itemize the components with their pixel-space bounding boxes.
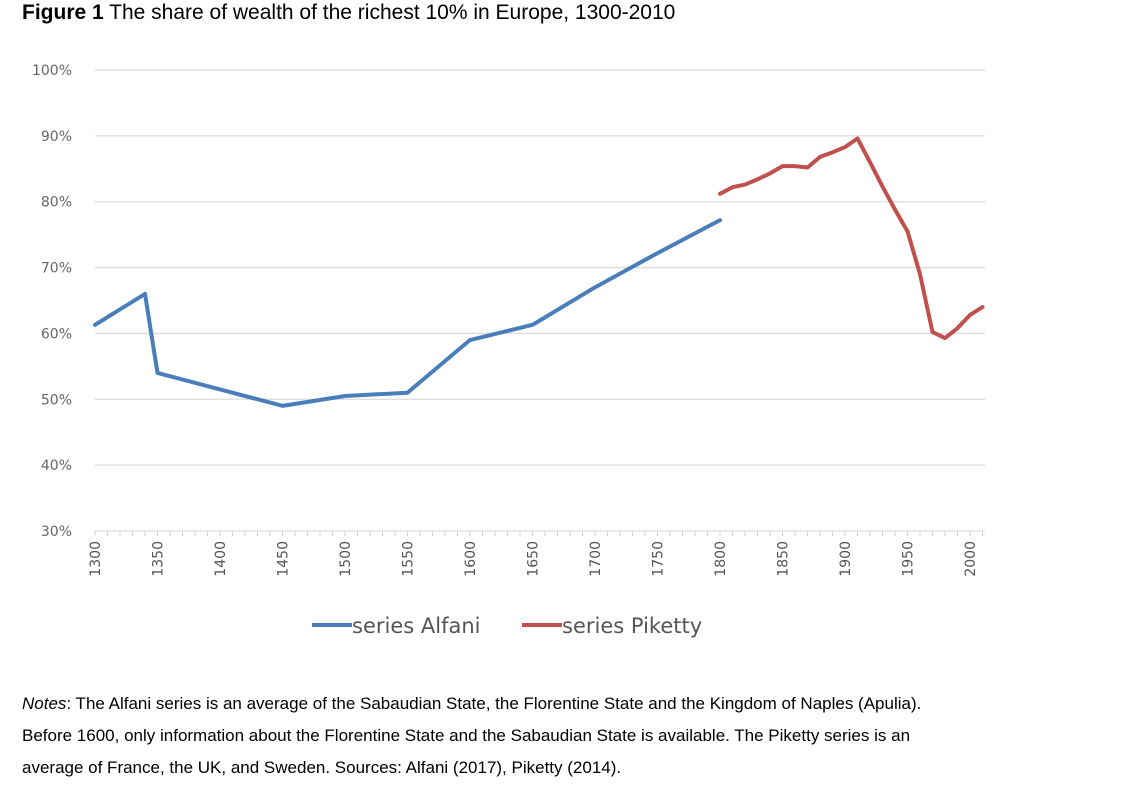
x-tick-label: 1550 [401, 541, 417, 577]
legend-label: series Piketty [562, 614, 702, 638]
legend-label: series Alfani [352, 614, 480, 638]
series-line-alfani [93, 218, 722, 408]
x-tick-label: 1500 [338, 541, 354, 577]
y-tick-label: 90% [41, 129, 72, 145]
y-tick-label: 70% [41, 261, 72, 277]
series-line-piketty [718, 136, 985, 341]
x-tick-label: 1700 [588, 541, 604, 577]
figure-title: Figure 1 The share of wealth of the rich… [22, 1, 675, 25]
y-tick-label: 80% [41, 195, 72, 211]
figure-title-text: The share of wealth of the richest 10% i… [109, 1, 676, 24]
x-tick-label: 1650 [526, 541, 542, 577]
line-chart: 30% 40% 50% 60% 70% 80% 90% 100% 1300 1350 1400 145… [32, 63, 985, 638]
y-tick-label: 40% [41, 458, 72, 474]
x-tick-label: 1450 [276, 541, 292, 577]
x-tick-label: 1800 [713, 541, 729, 577]
x-tick-label: 1950 [901, 541, 917, 577]
y-tick-label: 30% [41, 524, 72, 540]
x-tick-label: 1750 [651, 541, 667, 577]
x-tick-label: 1300 [88, 541, 104, 577]
notes-line-3: average of France, the UK, and Sweden. S… [22, 758, 622, 777]
figure-label: Figure 1 [22, 1, 104, 24]
x-tick-label: 1850 [776, 541, 792, 577]
y-tick-label: 100% [32, 63, 72, 79]
y-tick-label: 50% [41, 392, 72, 408]
x-tick-label: 1900 [838, 541, 854, 577]
x-tick-label: 1350 [151, 541, 167, 577]
notes-text-1: : The Alfani series is an average of the… [66, 694, 922, 713]
notes-line-2: Before 1600, only information about the … [22, 726, 911, 745]
x-tick-label: 1400 [213, 541, 229, 577]
x-tick-label: 1600 [463, 541, 479, 577]
x-tick-label: 2000 [963, 541, 979, 577]
y-tick-label: 60% [41, 326, 72, 342]
notes-label: Notes [22, 694, 67, 713]
notes-line-1: Notes: The Alfani series is an average o… [22, 694, 921, 714]
